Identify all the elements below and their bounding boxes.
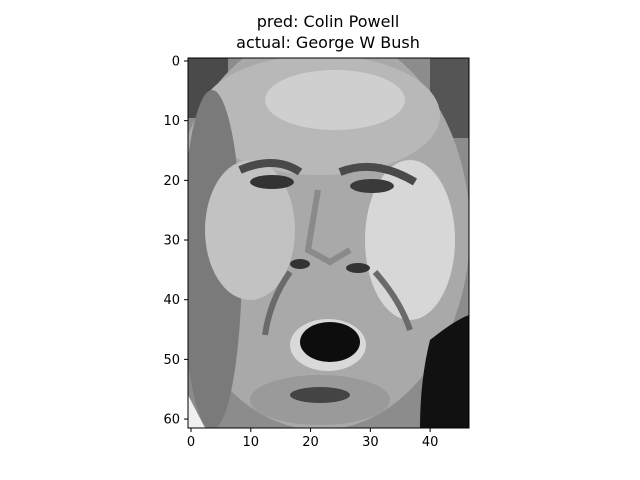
x-tick-label: 0: [187, 435, 195, 450]
x-tick-label: 40: [422, 435, 439, 450]
chart-title-pred: pred: Colin Powell: [256, 12, 400, 31]
y-tick-label: 10: [163, 114, 180, 129]
face-image: [188, 58, 469, 428]
y-axis: 0 10 20 30 40 50 60: [163, 54, 188, 428]
y-tick-label: 60: [163, 413, 180, 428]
chart-title-actual: actual: George W Bush: [236, 33, 420, 52]
x-tick-label: 30: [362, 435, 379, 450]
y-tick-label: 40: [163, 293, 180, 308]
y-tick-label: 0: [172, 54, 180, 69]
y-tick-label: 50: [163, 353, 180, 368]
x-axis: 0 10 20 30 40: [187, 428, 439, 450]
x-tick-label: 20: [302, 435, 319, 450]
axes-frame: [187, 57, 470, 429]
x-tick-label: 10: [243, 435, 260, 450]
y-tick-label: 20: [163, 174, 180, 189]
y-tick-label: 30: [163, 234, 180, 249]
